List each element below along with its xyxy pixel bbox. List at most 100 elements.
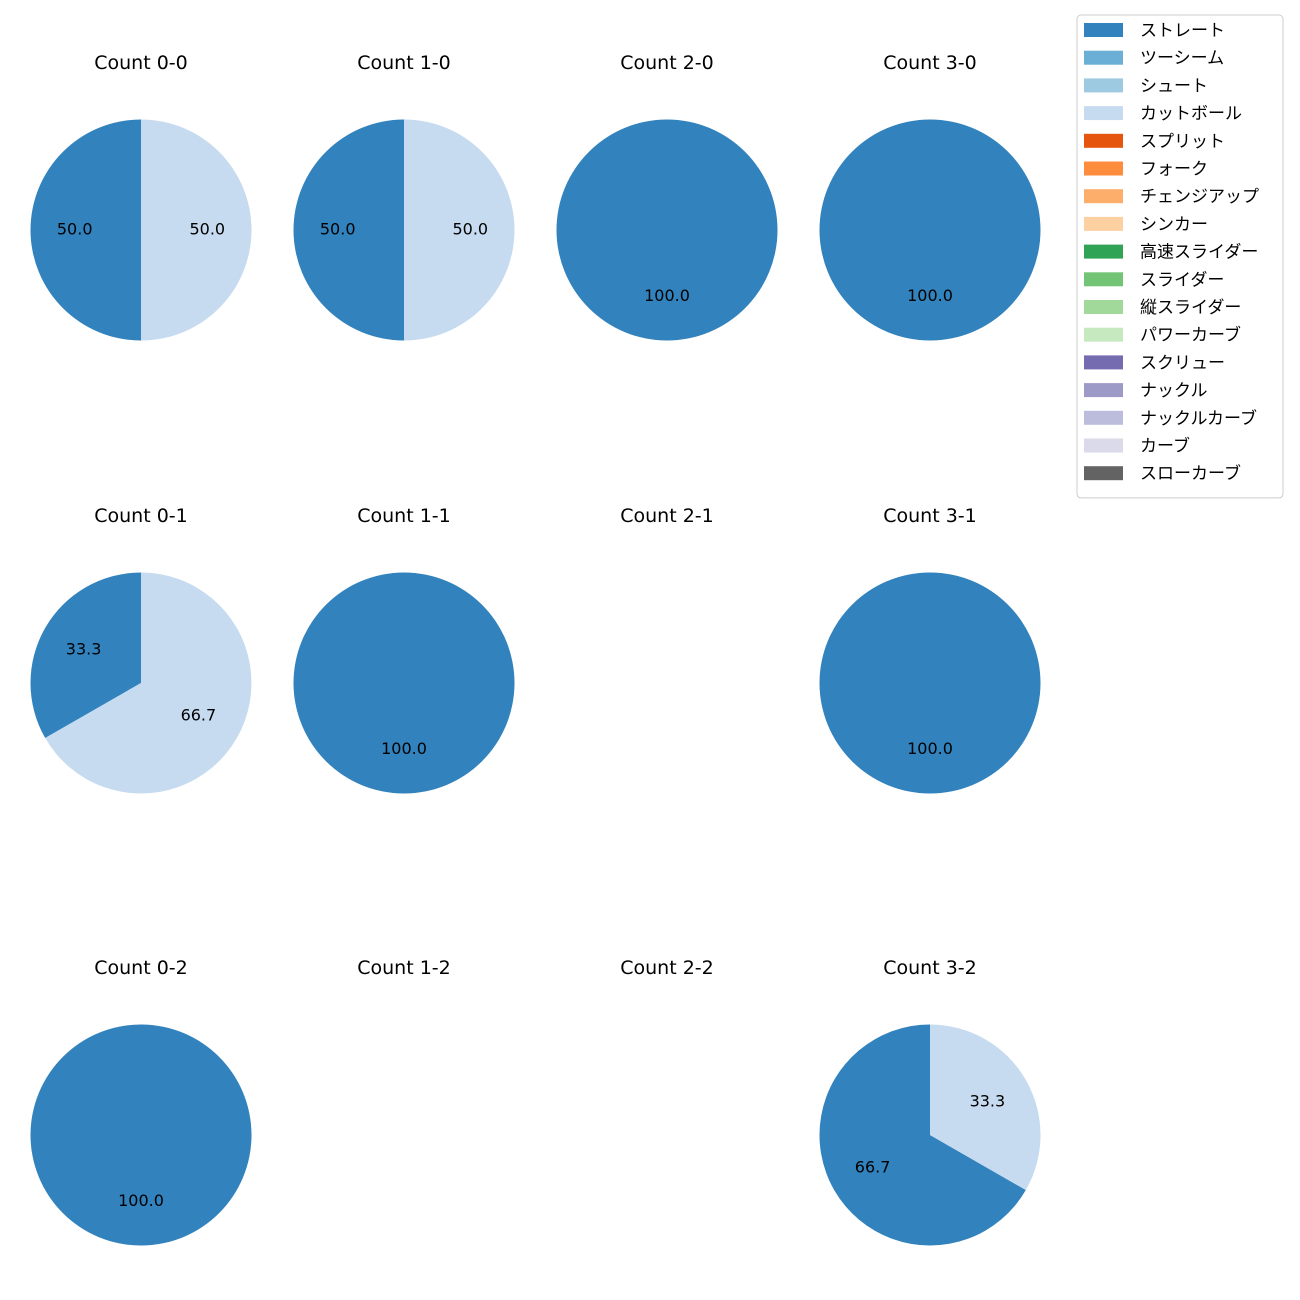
pie-11: Count 2-2 [620, 957, 714, 979]
pie-title: Count 0-2 [94, 957, 188, 979]
legend-swatch [1084, 466, 1123, 481]
legend-label: スプリット [1140, 132, 1225, 152]
pie-title: Count 3-0 [883, 52, 977, 74]
legend-label: シュート [1140, 76, 1208, 96]
pie-value-label: 100.0 [907, 739, 953, 758]
pie-value-label: 100.0 [644, 286, 690, 305]
legend: ストレートツーシームシュートカットボールスプリットフォークチェンジアップシンカー… [1076, 14, 1284, 499]
pie-title: Count 3-2 [883, 957, 977, 979]
legend-item: カットボール [1084, 104, 1242, 124]
legend-swatch [1084, 78, 1123, 93]
pie-value-label: 66.7 [181, 706, 217, 725]
pie-title: Count 2-1 [620, 505, 714, 527]
legend-swatch [1084, 106, 1123, 121]
legend-swatch [1084, 383, 1123, 398]
pie-value-label: 66.7 [855, 1158, 891, 1177]
legend-item: ツーシーム [1084, 49, 1224, 69]
legend-item: ナックル [1084, 381, 1208, 401]
pie-slice [819, 119, 1041, 341]
legend-item: スライダー [1084, 270, 1224, 290]
legend-label: フォーク [1140, 160, 1208, 180]
legend-swatch [1084, 216, 1123, 231]
pie-1: Count 0-0 50.0 50.0 [30, 52, 252, 341]
pie-value-label: 33.3 [66, 639, 102, 658]
legend-swatch [1084, 300, 1123, 314]
pie-slice [293, 572, 515, 794]
pie-12: Count 3-2 66.7 33.3 [819, 957, 1041, 1246]
pie-7: Count 2-1 [620, 505, 714, 527]
legend-item: 縦スライダー [1084, 298, 1241, 318]
legend-label: シンカー [1140, 215, 1208, 235]
legend-swatch [1084, 50, 1123, 65]
legend-item: スローカーブ [1084, 463, 1241, 484]
legend-label: ナックル [1140, 381, 1208, 401]
pie-6: Count 1-1 100.0 [293, 505, 515, 794]
pie-slice [930, 1024, 1041, 1191]
legend-swatch [1084, 410, 1123, 425]
legend-label: 縦スライダー [1140, 298, 1241, 318]
pies-group: Count 0-0 50.0 50.0 Count 1-0 50.0 50.0 Count … [30, 52, 1041, 1246]
pie-title: Count 0-0 [94, 52, 188, 74]
pie-slice [30, 572, 142, 739]
legend-swatch [1084, 244, 1123, 259]
pie-value-label: 50.0 [57, 220, 93, 239]
legend-item: カーブ [1084, 436, 1190, 457]
pie-slice [404, 119, 515, 341]
legend-label: スローカーブ [1140, 463, 1241, 484]
legend-item: パワーカーブ [1084, 325, 1241, 346]
pie-value-label: 100.0 [118, 1191, 164, 1210]
legend-label: ツーシーム [1140, 49, 1224, 69]
legend-item: シンカー [1084, 215, 1208, 235]
legend-label: スクリュー [1140, 353, 1225, 373]
pie-slice [30, 119, 142, 341]
pie-8: Count 3-1 100.0 [819, 505, 1041, 794]
pie-slice [141, 119, 252, 341]
pie-value-label: 100.0 [907, 286, 953, 305]
legend-item: チェンジアップ [1084, 187, 1259, 207]
legend-item: ストレート [1084, 21, 1225, 41]
legend-swatch [1084, 189, 1123, 204]
pie-2: Count 1-0 50.0 50.0 [293, 52, 515, 341]
legend-swatch [1084, 438, 1123, 453]
legend-label: カットボール [1140, 104, 1242, 124]
legend-label: ストレート [1140, 21, 1225, 41]
pie-slice [293, 119, 404, 341]
pie-4: Count 3-0 100.0 [819, 52, 1041, 341]
legend-swatch [1084, 133, 1123, 148]
legend-label: カーブ [1140, 436, 1190, 457]
pie-value-label: 100.0 [381, 739, 427, 758]
legend-swatch [1084, 161, 1123, 176]
legend-label: 高速スライダー [1140, 243, 1258, 263]
legend-item: 高速スライダー [1084, 243, 1258, 263]
pie-value-label: 33.3 [970, 1091, 1006, 1110]
pie-value-label: 50.0 [189, 220, 225, 239]
pie-slice [819, 572, 1041, 794]
legend-label: チェンジアップ [1140, 187, 1259, 207]
legend-frame [1076, 14, 1284, 499]
pie-slice [819, 1024, 1026, 1246]
pie-title: Count 1-1 [357, 505, 451, 527]
pie-10: Count 1-2 [357, 957, 451, 979]
legend-swatch [1084, 327, 1123, 342]
pie-slice [45, 572, 252, 794]
legend-label: ナックルカーブ [1140, 408, 1257, 429]
pie-value-label: 50.0 [452, 220, 488, 239]
pie-3: Count 2-0 100.0 [556, 52, 778, 341]
legend-item: シュート [1084, 76, 1208, 96]
legend-item: ナックルカーブ [1084, 408, 1257, 429]
pie-9: Count 0-2 100.0 [30, 957, 252, 1246]
legend-item: スプリット [1084, 132, 1225, 152]
pie-title: Count 3-1 [883, 505, 977, 527]
pie-title: Count 2-2 [620, 957, 714, 979]
legend-item: スクリュー [1084, 353, 1225, 373]
pie-slice [30, 1024, 252, 1246]
legend-swatch [1084, 23, 1123, 37]
legend-swatch [1084, 272, 1123, 287]
pie-title: Count 1-2 [357, 957, 451, 979]
pie-slice [556, 119, 778, 341]
legend-item: フォーク [1084, 160, 1208, 180]
pie-title: Count 0-1 [94, 505, 188, 527]
pie-5: Count 0-1 33.3 66.7 [30, 505, 252, 794]
pie-title: Count 1-0 [357, 52, 451, 74]
legend-swatch [1084, 355, 1123, 370]
